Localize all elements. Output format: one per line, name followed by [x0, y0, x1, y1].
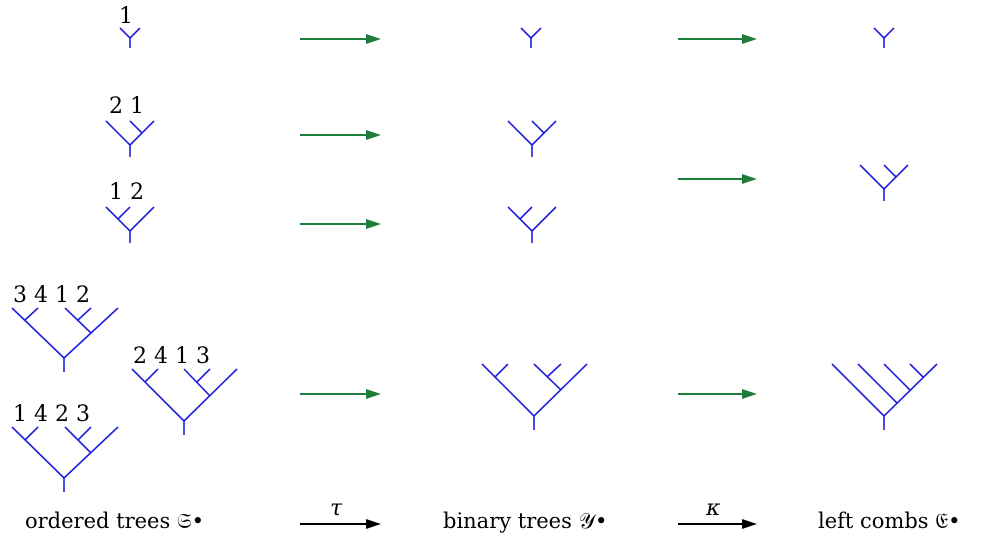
caption-binary-trees: binary trees 𝒴• — [443, 509, 607, 533]
ordered-tree-2413 — [131, 368, 238, 435]
binary-tree-1 — [520, 27, 542, 48]
ordered-tree-21 — [105, 120, 155, 157]
ordered-tree-1423 — [11, 426, 119, 492]
label-ordered-1: 1 — [119, 4, 133, 29]
comb-tree-1 — [873, 27, 895, 48]
ordered-tree-12 — [105, 206, 155, 243]
tau-label: τ — [330, 496, 343, 521]
comb-tree-4 — [831, 363, 938, 430]
label-ordered-3412: 3 4 1 2 — [13, 283, 90, 308]
binary-tree-12 — [507, 206, 557, 243]
map-arrow-row3 — [300, 219, 381, 229]
binary-tree-21 — [507, 120, 557, 157]
caption-ordered-trees: ordered trees 𝔖• — [25, 509, 204, 533]
comb-arrow-row4 — [678, 389, 757, 399]
map-arrow-row2 — [300, 130, 381, 140]
label-ordered-1423: 1 4 2 3 — [13, 402, 90, 427]
comb-arrow-row2 — [678, 174, 757, 184]
binary-tree-4 — [481, 363, 588, 430]
tau-arrow — [300, 519, 381, 529]
map-arrow-row4 — [300, 389, 381, 399]
comb-tree-2 — [859, 164, 909, 201]
kappa-label: κ — [705, 496, 721, 521]
caption-left-combs: left combs 𝔈• — [818, 509, 961, 533]
label-ordered-2413: 2 4 1 3 — [133, 344, 210, 369]
ordered-tree-3412 — [11, 307, 119, 372]
map-arrow-row1 — [300, 34, 381, 44]
ordered-tree-1 — [119, 27, 141, 48]
comb-arrow-row1 — [678, 34, 757, 44]
label-ordered-12: 1 2 — [109, 180, 144, 205]
label-ordered-21: 2 1 — [109, 94, 144, 119]
kappa-arrow — [678, 519, 757, 529]
